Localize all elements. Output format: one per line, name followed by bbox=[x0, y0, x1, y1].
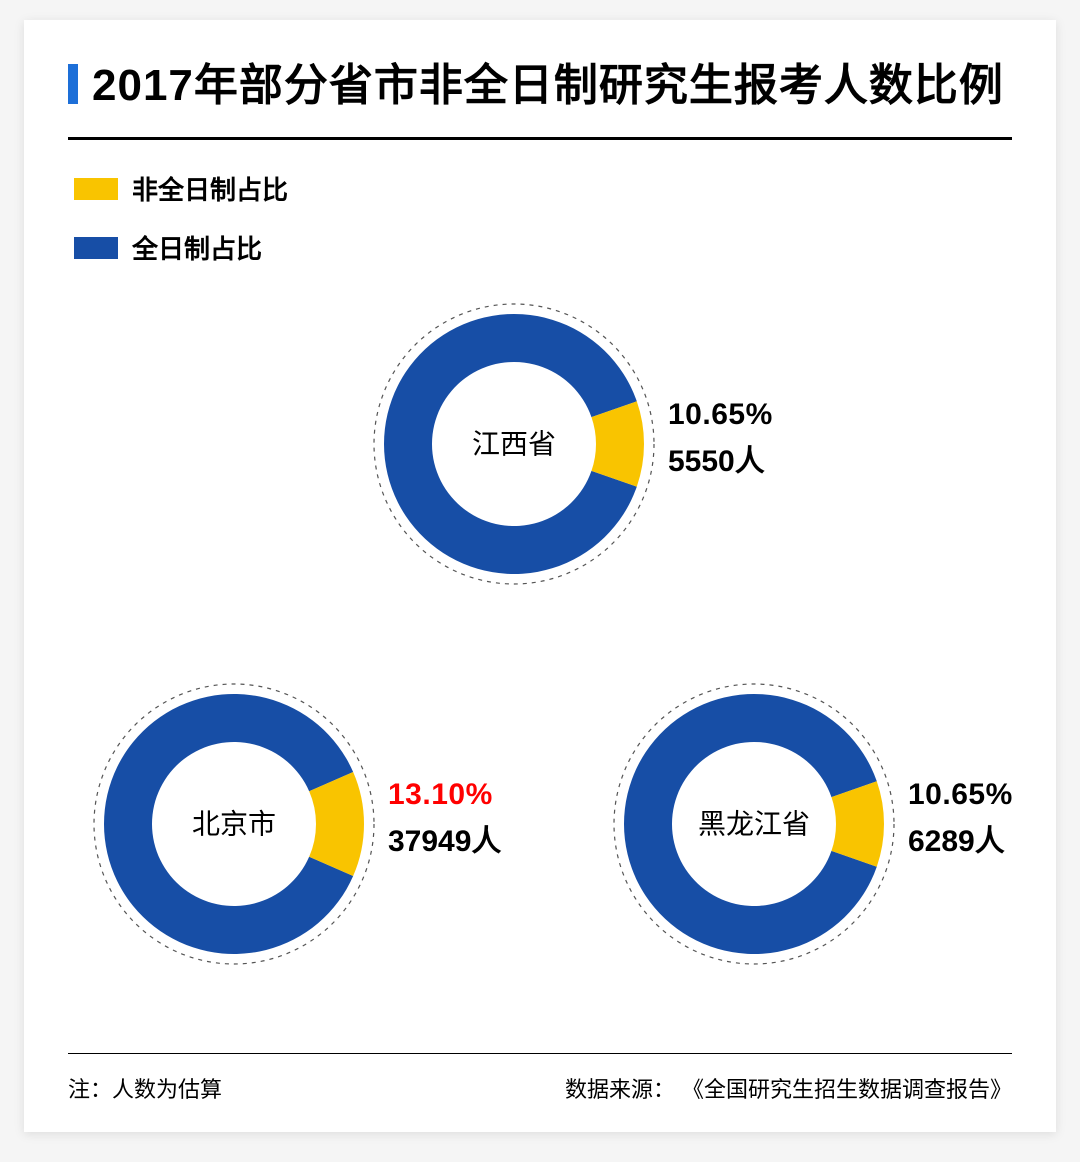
footer: 注：人数为估算 数据来源： 《全国研究生招生数据调查报告》 bbox=[68, 1053, 1012, 1104]
legend-label-fulltime: 全日制占比 bbox=[132, 229, 262, 266]
donut-beijing: 北京市 bbox=[88, 678, 380, 970]
donut-pct-label: 10.65% bbox=[668, 398, 773, 432]
donut-svg-heilongjiang: 黑龙江省 bbox=[608, 678, 900, 970]
footer-source-label: 数据来源： bbox=[565, 1077, 675, 1102]
legend-item-parttime: 非全日制占比 bbox=[74, 170, 1012, 207]
legend-swatch-fulltime bbox=[74, 237, 118, 259]
legend-item-fulltime: 全日制占比 bbox=[74, 229, 1012, 266]
donut-heilongjiang: 黑龙江省 bbox=[608, 678, 900, 970]
footer-divider bbox=[68, 1053, 1012, 1054]
title-row: 2017年部分省市非全日制研究生报考人数比例 bbox=[68, 56, 1012, 115]
chart-card: 2017年部分省市非全日制研究生报考人数比例 非全日制占比 全日制占比 江西省 1… bbox=[24, 20, 1056, 1132]
legend: 非全日制占比 全日制占比 bbox=[74, 170, 1012, 266]
donut-pct-label: 13.10% bbox=[388, 778, 501, 812]
footer-source: 数据来源： 《全国研究生招生数据调查报告》 bbox=[565, 1072, 1012, 1104]
footer-note: 注：人数为估算 bbox=[68, 1072, 222, 1104]
footer-row: 注：人数为估算 数据来源： 《全国研究生招生数据调查报告》 bbox=[68, 1072, 1012, 1104]
donut-center-label: 黑龙江省 bbox=[698, 809, 810, 840]
donut-svg-jiangxi: 江西省 bbox=[368, 298, 660, 590]
legend-label-parttime: 非全日制占比 bbox=[132, 170, 288, 207]
footer-source-value: 《全国研究生招生数据调查报告》 bbox=[693, 1077, 1012, 1102]
chart-area: 江西省 10.65% 5550人北京市 13.10% 37949人 黑龙江省 10.65% 6… bbox=[68, 288, 1012, 1008]
donut-center-label: 北京市 bbox=[192, 809, 276, 840]
legend-swatch-parttime bbox=[74, 178, 118, 200]
donut-svg-beijing: 北京市 bbox=[88, 678, 380, 970]
donut-values-beijing: 13.10% 37949人 bbox=[388, 778, 501, 860]
donut-count-label: 37949人 bbox=[388, 816, 501, 860]
donut-center-label: 江西省 bbox=[472, 429, 556, 460]
page-title: 2017年部分省市非全日制研究生报考人数比例 bbox=[92, 56, 1004, 115]
title-accent-bar bbox=[68, 64, 78, 104]
donut-values-jiangxi: 10.65% 5550人 bbox=[668, 398, 773, 480]
title-divider bbox=[68, 137, 1012, 140]
donut-count-label: 5550人 bbox=[668, 436, 773, 480]
donut-count-label: 6289人 bbox=[908, 816, 1013, 860]
donut-jiangxi: 江西省 bbox=[368, 298, 660, 590]
donut-pct-label: 10.65% bbox=[908, 778, 1013, 812]
donut-values-heilongjiang: 10.65% 6289人 bbox=[908, 778, 1013, 860]
